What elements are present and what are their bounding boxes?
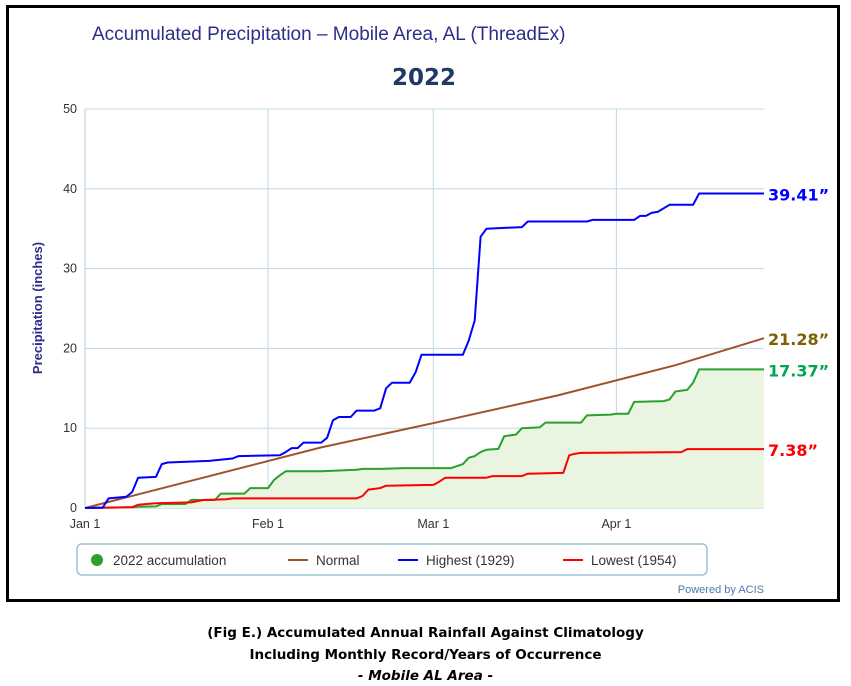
axis-ticks: 0 10 20 30 40 50 Jan 1 Feb 1 Mar 1 Apr 1 — [63, 102, 631, 531]
y-tick-label-30: 30 — [63, 262, 77, 276]
series-line-1[interactable] — [84, 337, 765, 509]
legend-box — [76, 543, 708, 576]
x-tick-label-3: Apr 1 — [601, 517, 631, 531]
chart-subtitle: 2022 — [392, 65, 456, 91]
series-area-0 — [85, 369, 764, 508]
legend-marker-2022[interactable] — [91, 554, 103, 566]
end-label-0: 17.37” — [768, 361, 829, 380]
caption-line-3: - Mobile AL Area - — [357, 668, 494, 684]
y-tick-label-0: 0 — [70, 501, 77, 515]
legend: 2022 accumulation Normal Highest (1929) … — [76, 543, 708, 576]
series-group — [84, 192, 765, 509]
end-label-1: 21.28” — [768, 330, 829, 349]
legend-label-lowest[interactable]: Lowest (1954) — [591, 553, 677, 568]
x-tick-label-1: Feb 1 — [252, 517, 284, 531]
y-axis-label: Precipitation (inches) — [30, 242, 45, 374]
y-tick-label-10: 10 — [63, 421, 77, 435]
x-tick-label-2: Mar 1 — [417, 517, 449, 531]
end-label-2: 39.41” — [768, 186, 829, 205]
legend-label-highest[interactable]: Highest (1929) — [426, 553, 515, 568]
caption-line-2: Including Monthly Record/Years of Occurr… — [249, 647, 602, 663]
end-labels: 17.37” 21.28” 39.41” 7.38” — [768, 186, 829, 461]
y-tick-label-40: 40 — [63, 182, 77, 196]
series-line-3[interactable] — [84, 448, 764, 509]
legend-label-normal[interactable]: Normal — [316, 553, 360, 568]
chart-title: Accumulated Precipitation – Mobile Area,… — [92, 24, 565, 45]
caption-line-1: (Fig E.) Accumulated Annual Rainfall Aga… — [207, 625, 644, 641]
y-tick-label-50: 50 — [63, 102, 77, 116]
end-label-3: 7.38” — [768, 441, 818, 460]
legend-label-2022[interactable]: 2022 accumulation — [113, 553, 226, 568]
series-line-2[interactable] — [84, 192, 764, 509]
acis-credit: Powered by ACIS — [678, 584, 764, 596]
y-tick-label-20: 20 — [63, 341, 77, 355]
x-tick-label-0: Jan 1 — [70, 517, 101, 531]
